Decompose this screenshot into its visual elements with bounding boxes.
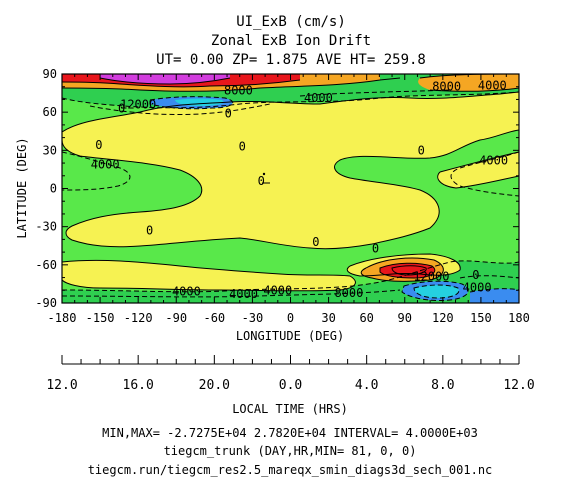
contour-pos-south-1 (360, 257, 444, 282)
title-line-1: UI_ExB (cm/s) (236, 14, 346, 30)
contour-label: 0 (312, 235, 319, 249)
x-tick-label: -180 (48, 311, 77, 325)
contour-label: 12000 (120, 98, 156, 112)
contour-neg-south-3 (401, 280, 469, 301)
contour-pos-south-2 (379, 262, 436, 279)
contour-pos-north-3 (99, 77, 231, 85)
contour-neg-west-equator (62, 151, 131, 191)
fill-yellow-main (62, 92, 519, 249)
contour-zero-central (62, 129, 519, 250)
contour-pos-north-2 (62, 79, 301, 88)
local-time-tick-label: 20.0 (199, 378, 230, 393)
local-time-axis: 12.0 16.0 20.0 0.0 4.0 8.0 12.0 (46, 355, 535, 393)
contour-label: 0 (418, 143, 425, 157)
y-tick-label: -90 (35, 296, 57, 310)
contour-zero-east-equator (437, 151, 519, 189)
footer-stats: MIN,MAX= -2.7275E+04 2.7820E+04 INTERVAL… (102, 426, 478, 440)
fill-south-cyan (414, 285, 459, 298)
contour-pos-south-3 (391, 265, 427, 276)
local-time-tick-label: 4.0 (355, 378, 378, 393)
y-tick-label: 60 (43, 105, 57, 119)
contour-label: 4000 (479, 154, 508, 168)
contour-neg-east-equator (450, 151, 519, 197)
contour-neg-north-3 (149, 96, 234, 110)
contour-neg-south-2 (62, 289, 401, 298)
y-axis: -90 -60 -30 0 30 60 90 (35, 67, 519, 310)
contour-label: 0 (258, 174, 265, 188)
x-tick-label: -90 (165, 311, 187, 325)
title-line-2: Zonal ExB Ion Drift (211, 33, 371, 49)
contour-label: 0 (239, 140, 246, 154)
contour-label: 4000 (229, 287, 258, 301)
x-tick-label: -150 (86, 311, 115, 325)
contour-neg-north-4 (299, 89, 451, 97)
contour-label: 4000 (91, 157, 120, 171)
contour-label: 0 (95, 138, 102, 152)
x-tick-label: 180 (508, 311, 530, 325)
local-time-label: LOCAL TIME (HRS) (232, 402, 348, 416)
x-tick-label: 120 (432, 311, 454, 325)
x-tick-label: 60 (359, 311, 373, 325)
contour-neg-north-1 (62, 91, 519, 109)
fill-north-orange-east (418, 74, 519, 92)
contour-label: 12000 (413, 269, 449, 283)
local-time-tick-label: 12.0 (503, 378, 534, 393)
contour-neg-south-4 (413, 284, 460, 299)
contour-label: 0 (146, 223, 153, 237)
fill-yellow-equator-east (437, 152, 519, 188)
contour-label: 0 (372, 241, 379, 255)
contour-zero-south (62, 259, 356, 292)
x-tick-label: -30 (242, 311, 264, 325)
local-time-tick-label: 8.0 (431, 378, 454, 393)
footer-model: tiegcm_trunk (DAY,HR,MIN= 81, 0, 0) (164, 444, 417, 458)
contour-fill (62, 74, 519, 303)
contour-zero-southeast (346, 253, 461, 277)
contour-label: 4000 (478, 78, 507, 92)
contour-pos-north-1 (62, 77, 401, 92)
y-tick-label: 90 (43, 67, 57, 81)
y-tick-label: 0 (50, 182, 57, 196)
x-axis-label: LONGITUDE (DEG) (236, 329, 344, 343)
contour-lines-dashed (62, 89, 519, 301)
contour-label: 0 (472, 268, 479, 282)
contour-label: 4000 (172, 285, 201, 299)
x-tick-label: 0 (287, 311, 294, 325)
contour-label: 8000 (432, 80, 461, 94)
contour-neg-north-2 (89, 103, 271, 116)
fill-south-blue-east (470, 288, 519, 303)
contour-label: 4000 (263, 283, 292, 297)
local-time-tick-label: 16.0 (123, 378, 154, 393)
fill-yellow-southwest (62, 260, 356, 291)
x-tick-label: 90 (398, 311, 412, 325)
contour-label: 4000 (463, 281, 492, 295)
contour-neg-south-1 (62, 260, 519, 293)
title-line-3: UT= 0.00 ZP= 1.875 AVE HT= 259.8 (156, 52, 426, 68)
contour-neg-south-5 (459, 275, 519, 293)
footer-file: tiegcm.run/tiegcm_res2.5_mareqx_smin_dia… (88, 463, 493, 477)
y-tick-label: -30 (35, 220, 57, 234)
contour-label: 8000 (334, 286, 363, 300)
contour-label: 4000 (304, 91, 333, 105)
fill-north-magenta (100, 74, 230, 84)
x-tick-label: 30 (321, 311, 335, 325)
contour-label: 8000 (224, 84, 253, 98)
x-tick-label: -60 (203, 311, 225, 325)
local-time-tick-label: 0.0 (279, 378, 302, 393)
x-tick-label: -120 (124, 311, 153, 325)
x-tick-label: 150 (470, 311, 492, 325)
y-tick-label: 30 (43, 143, 57, 157)
contour-label: 0 (225, 106, 232, 120)
contour-label: 0 (118, 101, 125, 115)
local-time-tick-label: 12.0 (46, 378, 77, 393)
y-axis-label: LATITUDE (DEG) (15, 137, 29, 238)
y-tick-label: -60 (35, 258, 57, 272)
x-axis: -180 -150 -120 -90 -60 -30 0 30 60 90 120 150 180 (48, 74, 530, 325)
small-equatorial-feature (262, 172, 270, 184)
